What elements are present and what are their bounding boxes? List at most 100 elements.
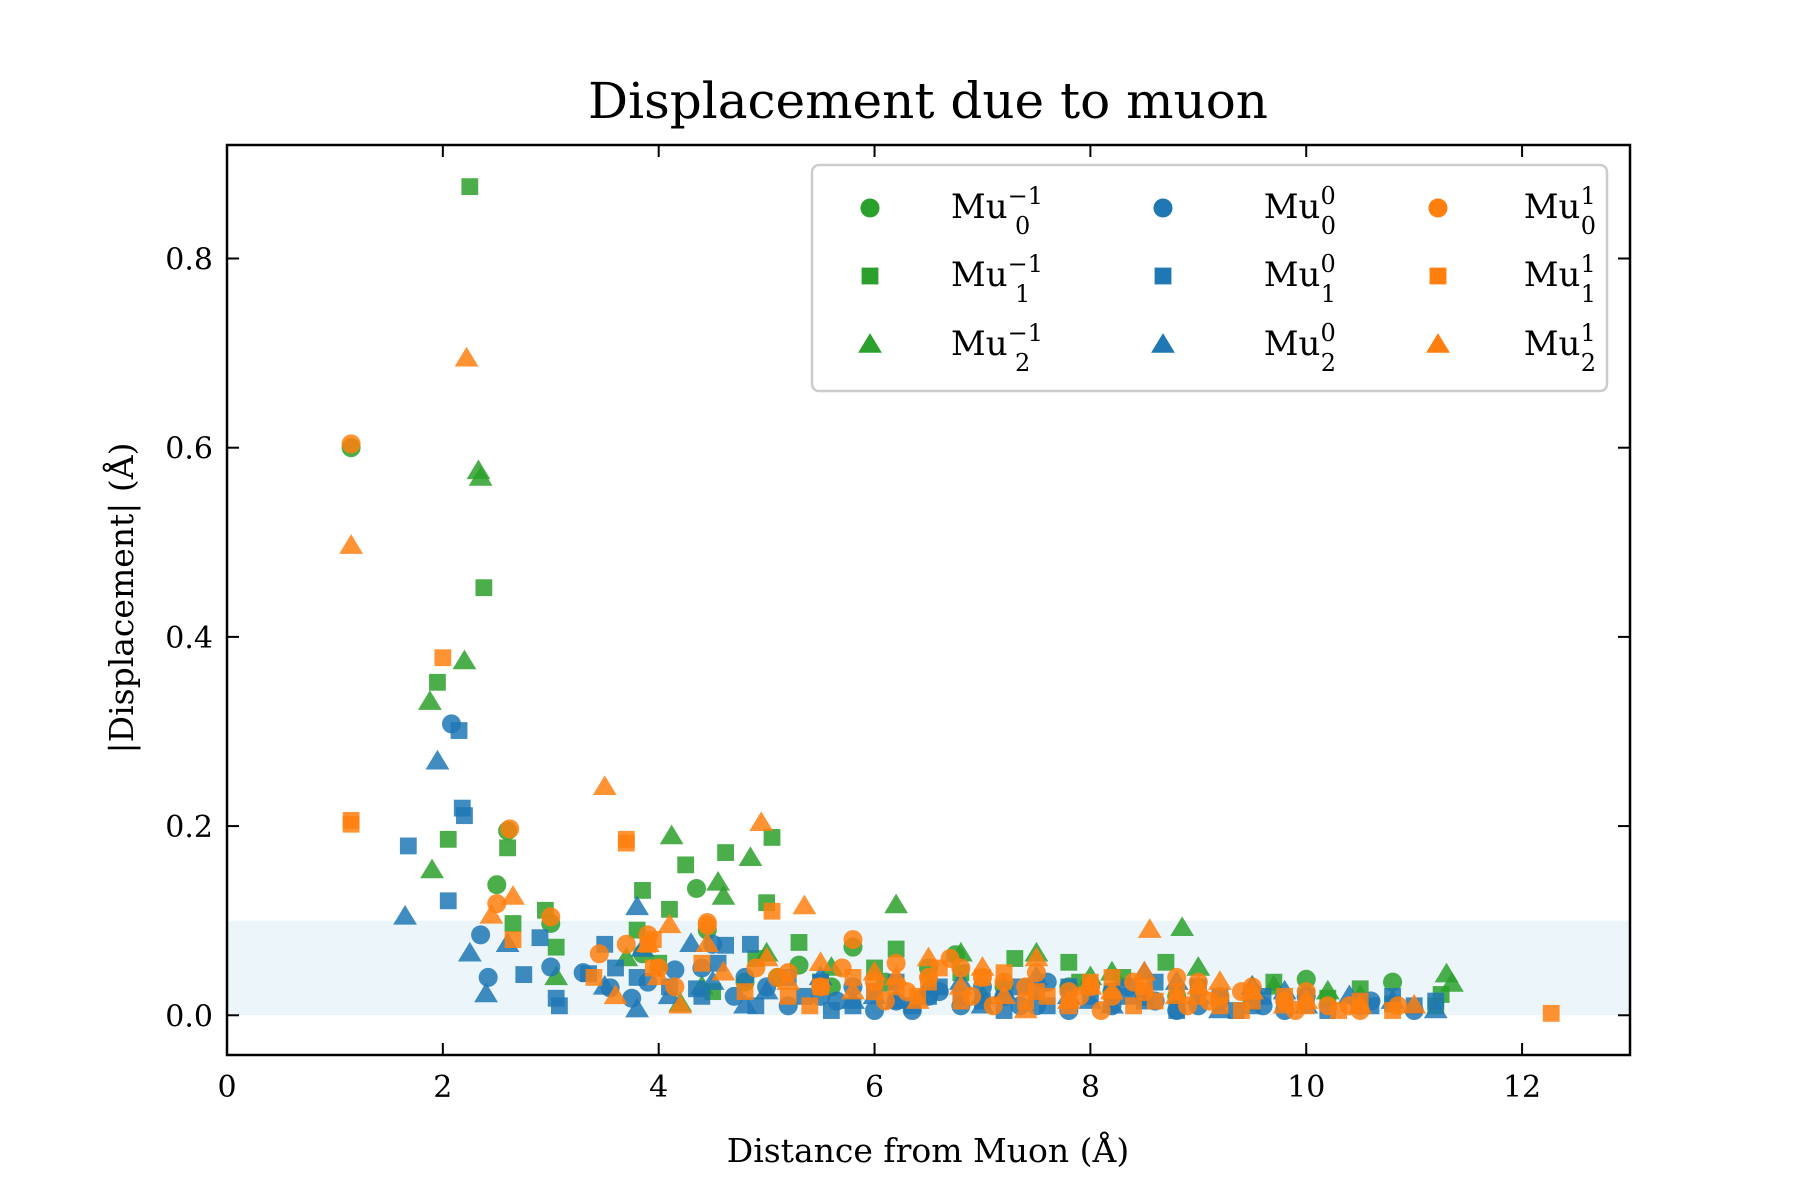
data-point xyxy=(717,844,735,861)
legend-entry: Mu1 1 xyxy=(1429,250,1596,308)
data-point xyxy=(541,907,561,927)
data-point xyxy=(754,946,779,967)
data-point xyxy=(742,935,759,953)
data-point xyxy=(541,957,561,977)
legend-marker xyxy=(1153,198,1173,218)
data-point xyxy=(592,775,617,796)
data-point xyxy=(843,930,863,950)
data-point xyxy=(905,989,930,1009)
data-point xyxy=(646,965,671,986)
legend-entry: Mu0 0 xyxy=(1153,182,1336,240)
data-point xyxy=(887,940,905,958)
data-point xyxy=(342,815,360,833)
data-point xyxy=(1423,998,1448,1019)
legend: Mu−1 0 Mu−1 1 Mu−1 2 Mu0 0 Mu0 1 Mu0 2 Mu1 0 Mu1 1 Mu1 2 xyxy=(810,163,1609,393)
data-point xyxy=(1542,1004,1560,1022)
legend-label: Mu0 1 xyxy=(1264,250,1336,308)
data-point xyxy=(886,953,906,973)
data-point xyxy=(1186,974,1211,995)
legend-marker xyxy=(861,267,879,285)
legend-label: Mu−1 1 xyxy=(951,250,1043,308)
data-point xyxy=(952,992,970,1010)
data-point xyxy=(717,936,735,954)
data-point xyxy=(695,932,720,953)
data-point xyxy=(341,434,361,454)
data-point xyxy=(1006,950,1024,967)
data-point xyxy=(439,830,457,848)
data-point xyxy=(916,946,941,967)
data-point xyxy=(628,969,646,986)
data-point xyxy=(948,974,973,995)
chart-title: Displacement due to muon xyxy=(588,72,1268,130)
legend-entry: Mu0 1 xyxy=(1154,250,1336,308)
data-point xyxy=(607,959,624,977)
data-point xyxy=(479,904,504,924)
data-point xyxy=(951,958,971,978)
y-tick-label: 0.6 xyxy=(165,432,213,467)
legend-marker xyxy=(1154,267,1172,285)
data-point xyxy=(1233,1002,1250,1019)
data-point xyxy=(841,979,865,1000)
y-tick-label: 0.2 xyxy=(165,810,213,845)
data-point xyxy=(1100,979,1124,1000)
data-point xyxy=(500,819,520,839)
data-point xyxy=(1384,1002,1401,1019)
data-point xyxy=(844,969,862,986)
data-point xyxy=(679,932,703,953)
data-point xyxy=(822,1002,840,1019)
data-point xyxy=(417,690,442,710)
data-point xyxy=(1157,953,1175,971)
y-axis-label: |Displacement| (Å) xyxy=(101,443,141,754)
data-point xyxy=(1272,993,1297,1014)
data-point xyxy=(589,944,609,964)
data-point xyxy=(677,856,695,874)
data-point xyxy=(399,837,417,855)
data-point xyxy=(808,951,833,971)
legend-label: Mu0 2 xyxy=(1264,319,1336,377)
data-point xyxy=(1240,979,1265,1000)
data-point xyxy=(454,346,479,367)
legend-marker xyxy=(860,198,880,218)
data-point xyxy=(812,978,829,996)
data-point xyxy=(657,913,682,934)
data-point xyxy=(625,997,650,1018)
data-point xyxy=(487,875,507,895)
plot-frame xyxy=(225,143,1632,1057)
data-point xyxy=(547,938,565,956)
data-point xyxy=(1164,984,1189,1005)
data-point xyxy=(475,579,493,597)
data-point xyxy=(551,997,568,1015)
legend-label: Mu−1 0 xyxy=(951,182,1043,240)
x-tick-label: 2 xyxy=(433,1070,452,1105)
y-tick-label: 0.8 xyxy=(165,243,213,278)
data-point xyxy=(531,929,549,947)
legend-entry: Mu1 0 xyxy=(1428,182,1596,240)
data-point xyxy=(1440,972,1464,992)
data-point xyxy=(1132,960,1157,981)
data-point xyxy=(763,829,781,846)
data-point xyxy=(1103,969,1121,986)
data-point xyxy=(471,925,491,945)
data-point xyxy=(339,534,364,554)
data-point xyxy=(711,960,736,981)
data-point xyxy=(1330,1002,1348,1019)
data-point xyxy=(474,982,498,1003)
data-point xyxy=(693,987,711,1005)
legend-label: Mu0 0 xyxy=(1264,182,1336,240)
data-point xyxy=(920,973,937,991)
data-point xyxy=(1211,997,1229,1015)
data-point xyxy=(1026,963,1046,983)
data-point xyxy=(1146,992,1164,1010)
data-point xyxy=(668,993,693,1014)
legend-marker xyxy=(1429,267,1447,285)
data-point xyxy=(884,893,909,914)
data-point xyxy=(884,965,909,986)
data-point xyxy=(1060,953,1078,971)
data-point xyxy=(625,895,650,916)
data-point xyxy=(970,956,995,976)
data-point xyxy=(616,934,636,954)
data-point xyxy=(706,870,730,891)
data-point xyxy=(736,983,754,1001)
legend-entry: Mu−1 2 xyxy=(858,319,1043,377)
data-point xyxy=(461,178,479,196)
